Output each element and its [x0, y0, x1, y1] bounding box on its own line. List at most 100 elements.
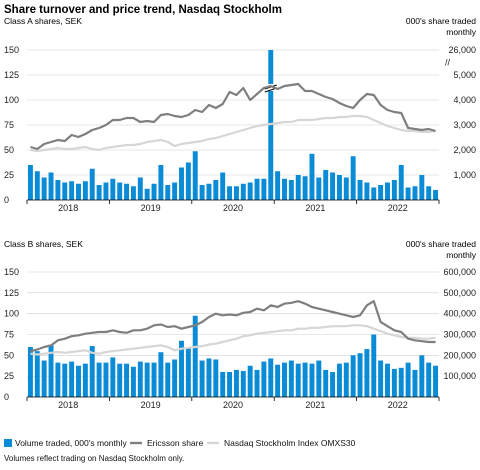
- bar-volume: [371, 334, 377, 397]
- y-left-tick-label: 0: [4, 392, 9, 402]
- bar-volume: [282, 362, 287, 398]
- bar-volume: [213, 180, 219, 200]
- bar-volume: [433, 190, 439, 200]
- bar-volume: [185, 162, 191, 200]
- bar-volume: [302, 176, 308, 200]
- bar-volume: [206, 358, 212, 397]
- y-right-tick-label: 3,000: [453, 120, 476, 130]
- bar-volume: [76, 183, 81, 200]
- bar-volume: [82, 181, 88, 200]
- bar-volume: [227, 186, 233, 200]
- bar-volume: [199, 185, 205, 200]
- bar-volume: [151, 362, 157, 398]
- y-left-tick-label: 50: [4, 145, 14, 155]
- bar-volume: [124, 183, 130, 200]
- y-left-tick-label: 150: [4, 267, 19, 277]
- bar-volume: [378, 360, 384, 397]
- bar-volume: [288, 360, 294, 397]
- y-right-tick-label: 300,000: [443, 330, 476, 340]
- series-ericsson-line: [30, 82, 436, 151]
- bar-volume: [330, 372, 336, 397]
- panel-label: Class B shares, SEK: [4, 239, 83, 249]
- x-tick-label: 2020: [223, 203, 243, 213]
- bar-volume: [405, 362, 411, 398]
- y-left-tick-label: 25: [4, 371, 14, 381]
- bar-volume: [48, 172, 54, 200]
- y-left-tick-label: 0: [4, 195, 9, 205]
- bar-volume: [412, 369, 418, 397]
- bar-volume: [151, 183, 157, 200]
- bar-volume: [62, 363, 68, 397]
- bar-volume: [103, 182, 109, 200]
- bar-volume: [144, 362, 150, 398]
- x-tick-label: 2022: [388, 400, 408, 410]
- bar-volume: [158, 165, 164, 200]
- x-tick-label: 2018: [58, 400, 78, 410]
- bar-volume: [282, 178, 287, 200]
- bar-volume: [316, 360, 322, 397]
- bar-volume: [288, 180, 294, 200]
- y-right-tick-label: 2,000: [453, 145, 476, 155]
- panel-class-b: Class B shares, SEK 000's share tradedmon…: [4, 239, 477, 410]
- bar-volume: [391, 180, 397, 200]
- bar-volume: [89, 345, 95, 397]
- bar-volume: [233, 369, 239, 397]
- bar-volume: [69, 361, 75, 397]
- chart-title: Share turnover and price trend, Nasdaq S…: [4, 4, 282, 16]
- bar-volume: [144, 188, 150, 200]
- x-tick-label: 2019: [141, 400, 161, 410]
- bar-volume: [41, 177, 47, 200]
- bar-volume: [316, 177, 322, 200]
- bar-volume: [364, 349, 370, 397]
- y-right-tick-label: 4,000: [453, 95, 476, 105]
- y-right-tick-label: 1,000: [453, 170, 476, 180]
- bar-volume: [426, 362, 432, 398]
- y-left-tick-label: 75: [4, 330, 14, 340]
- x-tick-label: 2022: [388, 203, 408, 213]
- bar-volume: [179, 340, 184, 397]
- bar-volume: [220, 372, 226, 397]
- series-index-line: [30, 324, 436, 356]
- bar-volume: [137, 177, 143, 200]
- bar-volume: [323, 170, 329, 200]
- bar-volume: [343, 177, 349, 200]
- bar-volume: [55, 180, 61, 200]
- bar-volume: [89, 168, 95, 200]
- bar-volume: [309, 363, 315, 397]
- bar-volume: [398, 367, 404, 397]
- x-tick-label: 2021: [305, 203, 325, 213]
- bar-volume: [330, 172, 336, 200]
- y-right-tick-label: 5,000: [453, 70, 476, 80]
- x-tick-label: 2020: [223, 400, 243, 410]
- series-index-line: [30, 114, 436, 153]
- series-ericsson-line: [30, 300, 436, 353]
- bar-volume: [179, 167, 184, 200]
- x-tick-label: 2021: [305, 400, 325, 410]
- bar-volume: [192, 151, 198, 200]
- y-left-tick-label: 75: [4, 120, 14, 130]
- bar-volume: [275, 171, 281, 200]
- y-left-tick-label: 50: [4, 350, 14, 360]
- bar-volume: [213, 359, 219, 397]
- y-right-tick-label: 100,000: [443, 371, 476, 381]
- bar-volume: [124, 363, 130, 397]
- bar-volume: [103, 362, 109, 398]
- bar-volume: [41, 360, 47, 397]
- bar-volume: [247, 365, 253, 397]
- axis-break-symbol: //: [445, 58, 451, 68]
- bar-volume: [247, 182, 253, 200]
- bar-volume: [117, 363, 123, 397]
- bar-volume: [419, 175, 425, 200]
- x-tick-label: 2018: [58, 203, 78, 213]
- bar-volume: [172, 182, 178, 200]
- bar-volume: [295, 175, 301, 200]
- bar-volume: [302, 362, 308, 398]
- bar-volume: [27, 165, 33, 200]
- legend-swatch-volume: [4, 439, 12, 447]
- footnote: Volumes reflect trading on Nasdaq Stockh…: [4, 454, 184, 463]
- bar-volume: [254, 369, 260, 397]
- bar-volume: [55, 362, 61, 398]
- bar-volume: [82, 363, 88, 397]
- x-tick-label: 2019: [141, 203, 161, 213]
- bar-volume: [130, 366, 136, 397]
